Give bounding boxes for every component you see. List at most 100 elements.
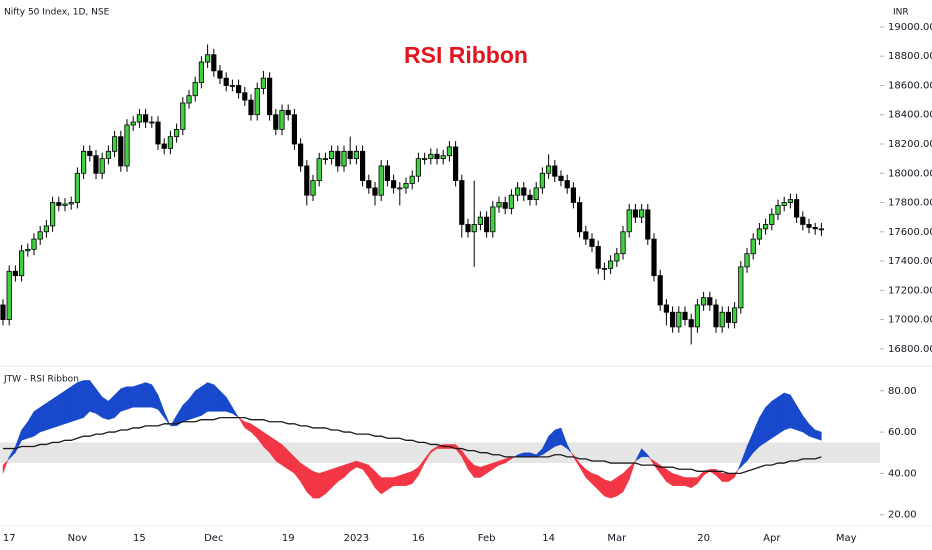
candle-body	[657, 275, 663, 306]
candle-body	[359, 150, 366, 181]
candle-body	[211, 54, 217, 72]
candle-body	[149, 121, 155, 124]
candle-body	[676, 311, 682, 328]
candle-body	[291, 114, 298, 145]
candle-body	[701, 297, 707, 306]
ribbon-segment	[52, 394, 59, 429]
candle-body	[763, 224, 769, 230]
candle-body	[93, 155, 99, 174]
candle-body	[180, 102, 186, 130]
ribbon-segment	[58, 390, 66, 427]
ribbon-segment	[765, 400, 772, 443]
candle-body	[639, 209, 645, 218]
candle-body	[738, 266, 744, 309]
candle-body	[198, 61, 204, 83]
x-tick-label: 16	[412, 533, 425, 544]
candle-body	[50, 202, 56, 227]
candle-body	[279, 109, 285, 130]
x-tick-label: Nov	[68, 533, 88, 544]
y-tick-label: 18600.00	[888, 80, 932, 91]
candle-body	[421, 158, 428, 161]
x-tick-label: Mar	[607, 533, 627, 544]
ribbon-segment	[101, 396, 109, 420]
candle-body	[161, 143, 167, 149]
x-tick-label: 2023	[344, 533, 369, 544]
candle-body	[56, 202, 62, 206]
ribbon-segment	[405, 471, 413, 487]
y-tick-label: 18200.00	[888, 139, 932, 150]
y-axis-label: INR	[893, 8, 909, 18]
candle-body	[502, 202, 508, 209]
candle-body	[266, 77, 273, 116]
candle-body	[471, 224, 477, 233]
candle-body	[583, 231, 589, 240]
ribbon-segment	[275, 439, 283, 466]
ribbon-segment	[312, 471, 320, 499]
candle-body	[614, 253, 620, 262]
candle-body	[527, 194, 533, 200]
ribbon-segment	[2, 460, 9, 474]
ribbon-segment	[777, 392, 785, 435]
candle-body	[254, 87, 260, 116]
candle-body	[124, 124, 130, 167]
candle-body	[546, 165, 552, 174]
candle-body	[248, 99, 254, 116]
candle-body	[304, 165, 310, 196]
candle-body	[434, 153, 440, 160]
y-tick-label: 80.00	[888, 386, 917, 397]
candle-body	[769, 213, 775, 225]
ribbon-segment	[629, 460, 636, 480]
candle-body	[459, 180, 465, 225]
candle-body	[335, 150, 341, 167]
ribbon-segment	[201, 382, 208, 416]
ribbon-segment	[474, 464, 481, 478]
x-tick-label: 19	[282, 533, 295, 544]
ribbon-segment	[319, 471, 326, 499]
ribbon-segment	[70, 382, 78, 423]
candle-body	[74, 172, 80, 203]
candle-body	[273, 114, 279, 130]
y-tick-label: 18000.00	[888, 168, 932, 179]
ribbon-segment	[120, 386, 128, 412]
candle-body	[173, 128, 180, 138]
candle-body	[217, 70, 223, 79]
ribbon-segment	[83, 380, 91, 419]
candle-body	[818, 228, 825, 231]
candle-body	[558, 175, 564, 181]
candle-body	[533, 187, 539, 200]
candle-body	[297, 143, 304, 167]
candle-body	[242, 92, 248, 101]
candle-body	[25, 248, 31, 252]
candle-body	[539, 172, 546, 189]
y-tick-label: 40.00	[888, 468, 917, 479]
candle-body	[601, 267, 608, 270]
candle-body	[235, 85, 242, 94]
x-tick-label: Dec	[204, 533, 223, 544]
x-tick-label: Apr	[763, 533, 781, 544]
candle-body	[0, 304, 6, 320]
candle-body	[37, 231, 43, 240]
ribbon-segment	[647, 454, 651, 459]
y-tick-label: 17400.00	[888, 256, 932, 267]
candle-body	[800, 216, 806, 225]
ribbon-segment	[33, 406, 41, 437]
candle-body	[155, 121, 161, 145]
ribbon-segment	[604, 479, 611, 499]
candle-body	[372, 187, 378, 196]
neutral-band	[0, 442, 880, 464]
ribbon-segment	[64, 386, 72, 425]
candle-body	[477, 216, 484, 225]
candle-body	[136, 114, 142, 123]
ribbon-segment	[207, 382, 215, 412]
candle-body	[328, 150, 335, 160]
candle-body	[750, 238, 756, 255]
x-tick-label: 14	[542, 533, 555, 544]
candle-body	[688, 319, 694, 328]
candle-body	[353, 150, 360, 160]
candle-body	[632, 209, 639, 218]
candle-body	[465, 224, 471, 233]
ribbon-segment	[194, 386, 202, 418]
ribbon-segment	[722, 473, 729, 482]
candle-body	[564, 180, 570, 189]
candle-body	[260, 77, 267, 89]
